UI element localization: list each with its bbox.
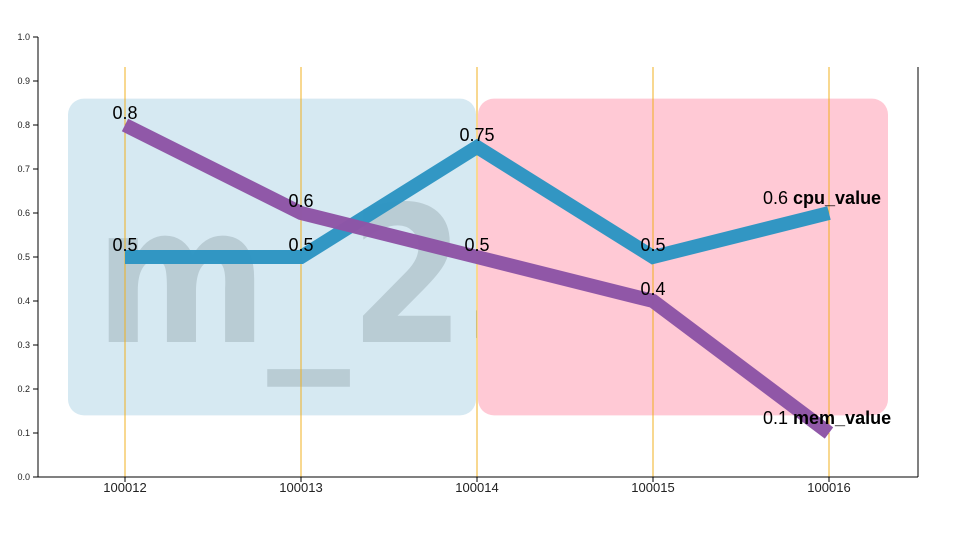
- y-tick-label: 0.4: [17, 296, 30, 306]
- data-label: 0.5: [288, 235, 313, 255]
- y-tick-label: 0.2: [17, 384, 30, 394]
- y-tick-label: 0.8: [17, 120, 30, 130]
- y-tick-label: 0.1: [17, 428, 30, 438]
- y-tick-label: 1.0: [17, 32, 30, 42]
- y-tick-label: 0.0: [17, 472, 30, 482]
- x-tick-label: 100016: [807, 480, 850, 495]
- band-right: [478, 99, 888, 416]
- data-label: 0.5: [640, 235, 665, 255]
- x-tick-label: 100014: [455, 480, 498, 495]
- y-tick-label: 0.7: [17, 164, 30, 174]
- data-label: 0.8: [112, 103, 137, 123]
- data-label: 0.5: [112, 235, 137, 255]
- x-tick-label: 100013: [279, 480, 322, 495]
- y-tick-label: 0.9: [17, 76, 30, 86]
- x-tick-label: 100012: [103, 480, 146, 495]
- data-label: 0.4: [640, 279, 665, 299]
- data-label: 0.5: [464, 235, 489, 255]
- y-tick-label: 0.3: [17, 340, 30, 350]
- data-label-end: 0.6 cpu_value: [763, 188, 881, 208]
- data-label-end: 0.1 mem_value: [763, 408, 891, 428]
- data-label: 0.6: [288, 191, 313, 211]
- y-tick-label: 0.5: [17, 252, 30, 262]
- x-tick-label: 100015: [631, 480, 674, 495]
- data-label: 0.75: [459, 125, 494, 145]
- y-tick-label: 0.6: [17, 208, 30, 218]
